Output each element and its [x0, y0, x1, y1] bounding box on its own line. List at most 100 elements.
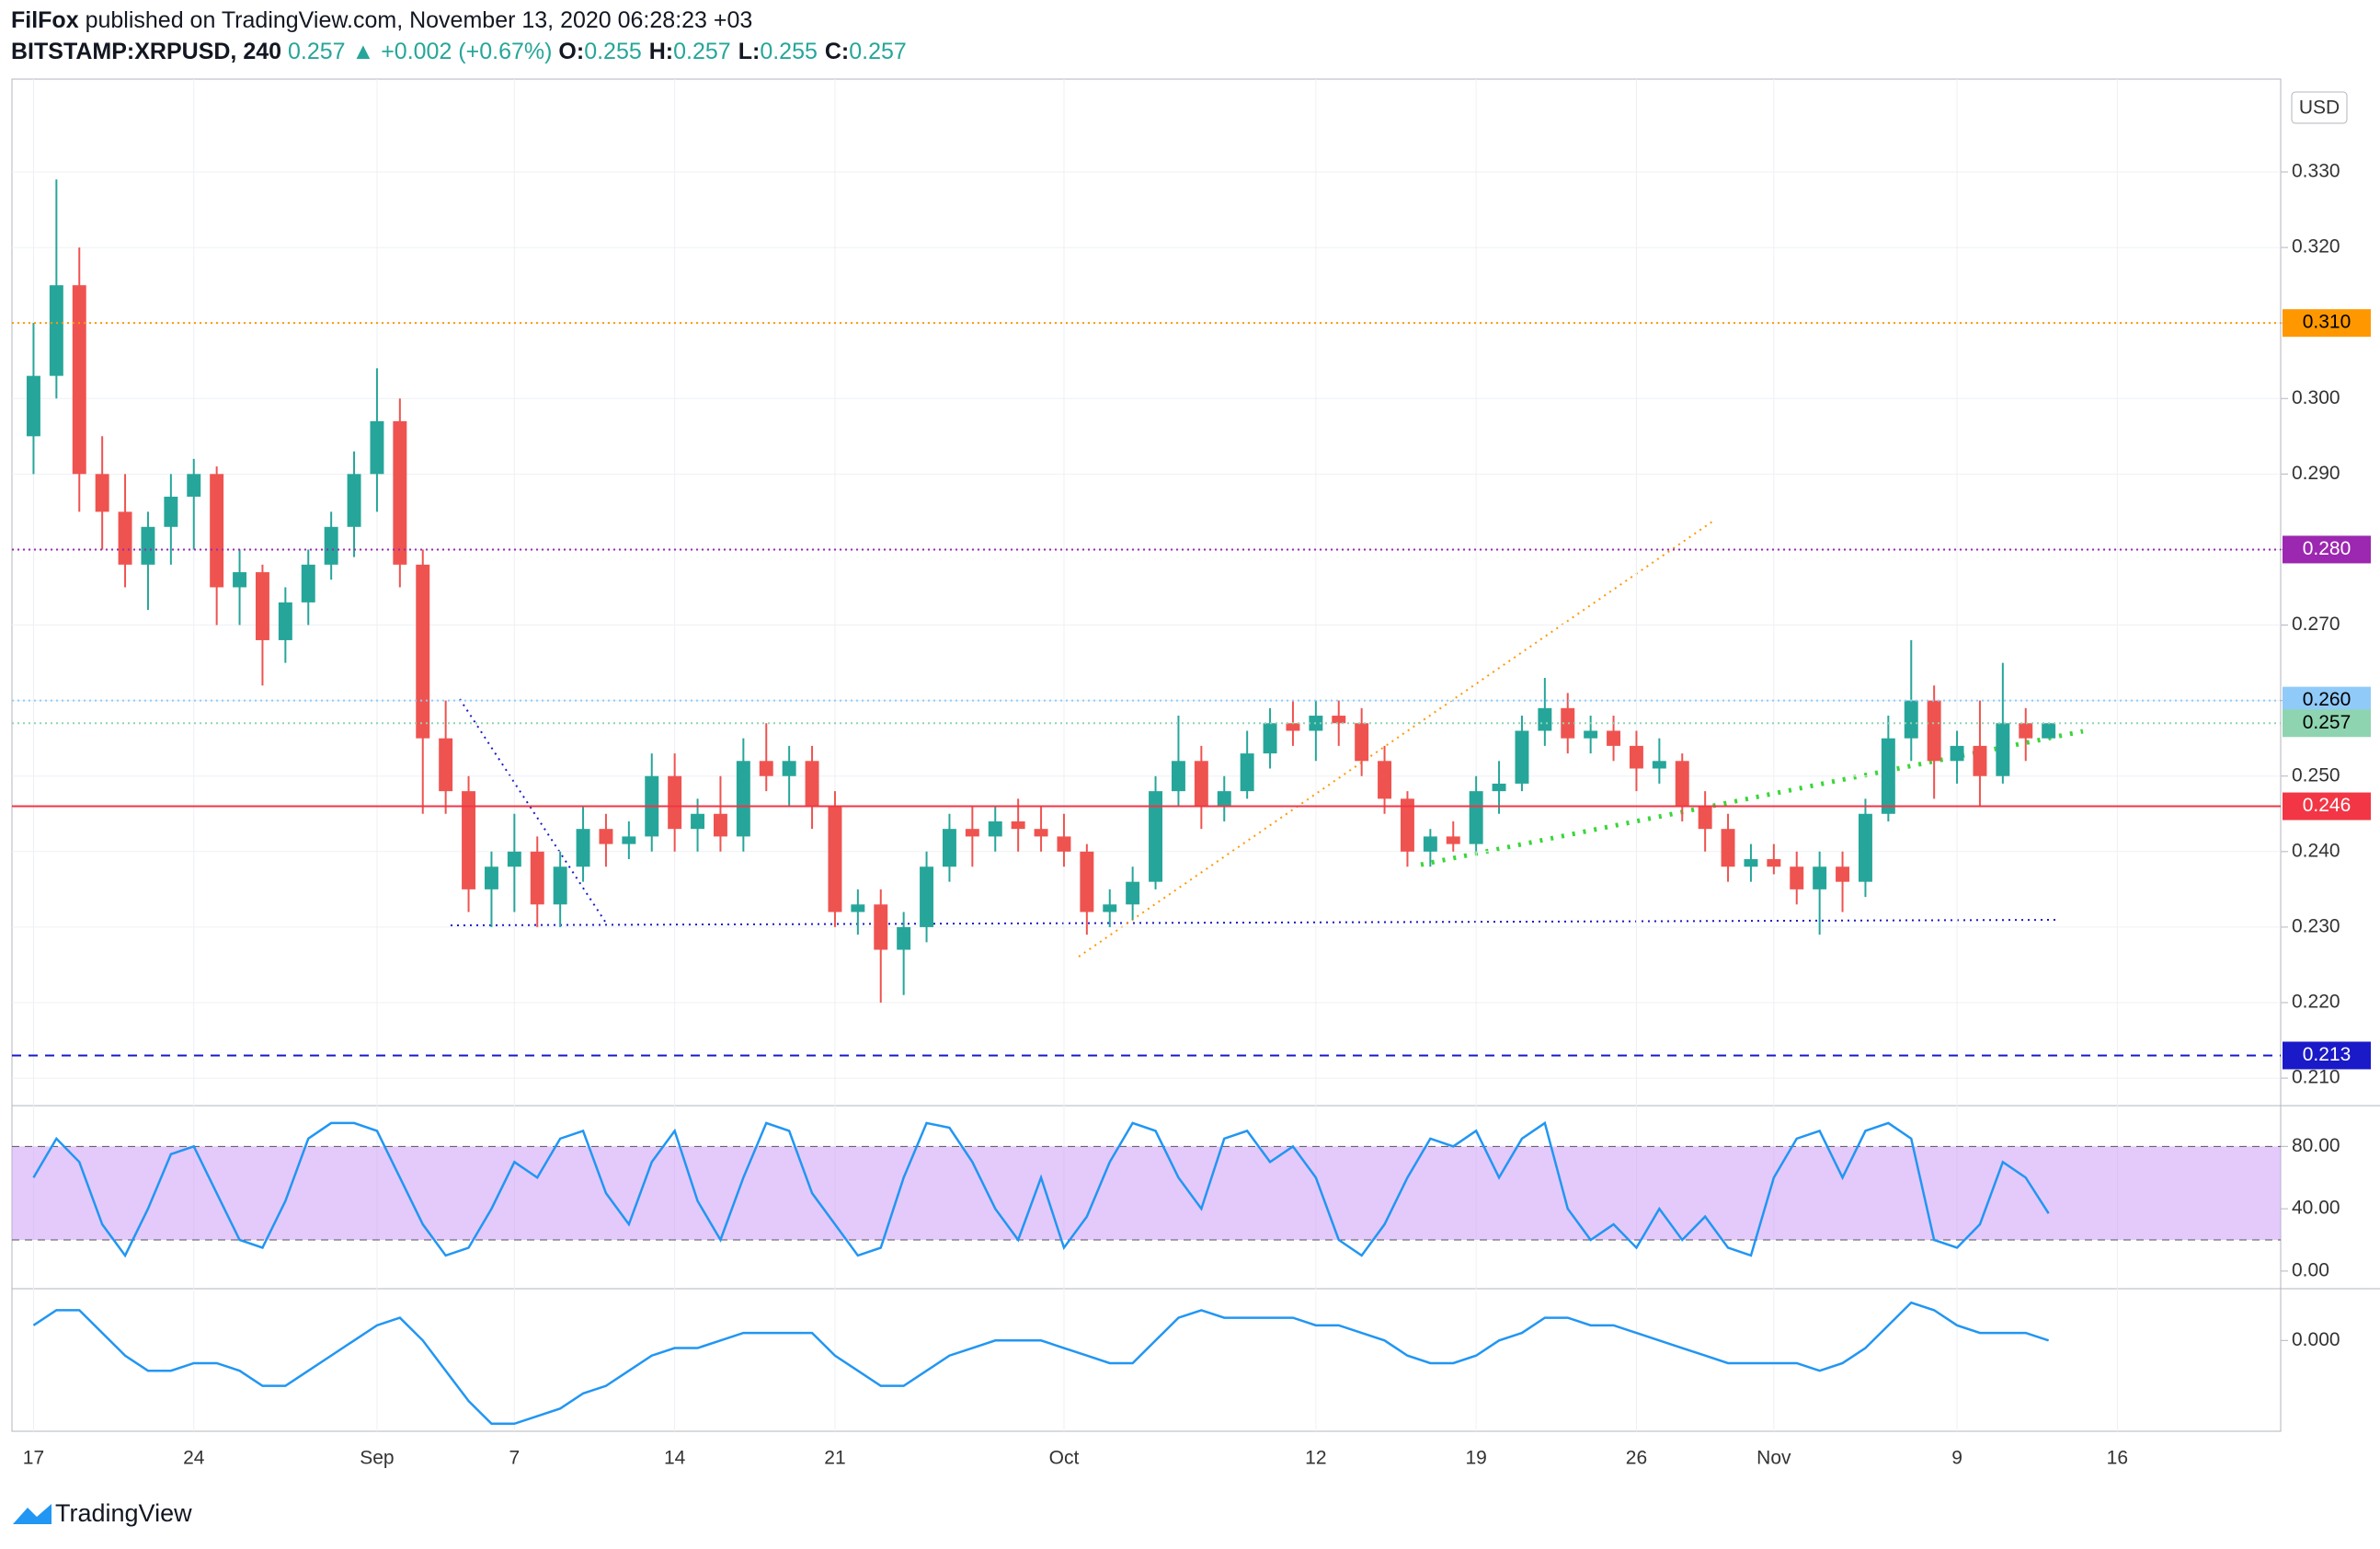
candle-body — [1996, 723, 2010, 776]
indicator-line — [32, 1301, 2050, 1426]
x-tick-label: 19 — [1465, 1448, 1486, 1469]
level-label-box — [2283, 1041, 2371, 1070]
candle-body — [164, 496, 178, 527]
candle-body — [233, 572, 247, 588]
y-tick-label: 0.290 — [2292, 463, 2340, 484]
y-tick-label: 0.000 — [2292, 1329, 2340, 1350]
candle-body — [920, 866, 934, 927]
currency: USD — [2299, 98, 2340, 119]
y-tick-label: 0.220 — [2292, 992, 2340, 1013]
candle-body — [553, 866, 567, 905]
candle-body — [828, 806, 842, 912]
x-tick-label: 9 — [1951, 1448, 1962, 1469]
candle-body — [1836, 866, 1850, 882]
candle-body — [301, 564, 315, 602]
level-label: 0.246 — [2303, 795, 2351, 816]
chart: USD 17 24 Sep 7 14 21 Oct 12 19 26 Nov 9 16 0.210 0.22… — [11, 78, 2380, 1469]
level-label-box — [2283, 792, 2371, 820]
header-line: FilFox published on TradingView.com, Nov… — [11, 7, 752, 34]
candle-body — [95, 474, 109, 512]
candle-body — [1790, 866, 1804, 889]
candle-body — [1652, 761, 1666, 769]
ohlc-value: 0.255 — [584, 39, 642, 64]
candle-body — [1721, 829, 1735, 867]
candle-body — [1469, 791, 1483, 844]
candle-body — [759, 761, 773, 776]
candle-body — [1858, 813, 1872, 882]
candle-body — [1103, 904, 1117, 912]
candle-body — [599, 829, 613, 844]
ohlc: O:0.255 H:0.257 L:0.255 C:0.257 — [558, 39, 913, 64]
level-label: 0.260 — [2303, 689, 2351, 710]
candle-body — [691, 813, 705, 830]
candle-body — [1950, 745, 1964, 762]
candle-body — [988, 820, 1002, 837]
candle-body — [1378, 761, 1392, 799]
candle-body — [1561, 707, 1575, 739]
candle-body — [1355, 723, 1369, 762]
ohlc-label: O: — [558, 39, 585, 64]
change: +0.002 (+0.67%) — [381, 39, 553, 64]
candle-body — [507, 851, 521, 867]
candle-body — [210, 474, 224, 588]
candle-body — [1034, 829, 1048, 837]
candle-body — [1698, 806, 1712, 830]
ohlc-label: C: — [824, 39, 850, 64]
candle-body — [439, 738, 453, 792]
y-tick-label: 0.210 — [2292, 1067, 2340, 1088]
candle-body — [713, 813, 727, 837]
candle-body — [278, 602, 292, 640]
candle-body — [1240, 753, 1254, 792]
candle-body — [1813, 866, 1827, 889]
candle-body — [187, 474, 201, 497]
candle-body — [1881, 738, 1895, 814]
level-label: 0.280 — [2303, 538, 2351, 559]
ohlc-value: 0.255 — [760, 39, 818, 64]
candle-body — [1263, 723, 1277, 754]
level-label-box — [2283, 309, 2371, 338]
candle-body — [1286, 723, 1300, 731]
candle-body — [49, 285, 63, 376]
level-label: 0.257 — [2303, 712, 2351, 733]
published: published on TradingView.com, November 1… — [85, 7, 753, 33]
y-tick-label: 0.330 — [2292, 161, 2340, 182]
candle-body — [805, 761, 819, 807]
ohlc-value: 0.257 — [849, 39, 907, 64]
candle-body — [255, 572, 269, 640]
candle-body — [1011, 820, 1025, 830]
x-tick-label: 24 — [183, 1448, 205, 1469]
publisher: FilFox — [11, 7, 79, 33]
candle-body — [1607, 730, 1621, 746]
candle-body — [1927, 700, 1941, 762]
candle-body — [736, 761, 750, 837]
x-tick-label: Sep — [360, 1448, 394, 1469]
candle-body — [1423, 836, 1437, 852]
candle-body — [2019, 723, 2033, 739]
candle-body — [462, 791, 476, 889]
candle-body — [1904, 700, 1918, 739]
candle-body — [1629, 745, 1643, 769]
candle-body — [897, 926, 911, 950]
candle-body — [530, 851, 544, 905]
candle-body — [1057, 836, 1071, 852]
candle-body — [1767, 859, 1781, 867]
indicator-line — [32, 1120, 2050, 1258]
level-label: 0.213 — [2303, 1044, 2351, 1065]
candle-body — [72, 285, 86, 475]
candle-body — [1171, 761, 1185, 792]
brand: TradingView — [55, 1499, 192, 1527]
ohlc-value: 0.257 — [673, 39, 731, 64]
x-tick-label: 12 — [1305, 1448, 1326, 1469]
candle-body — [141, 526, 155, 565]
candle-body — [622, 836, 636, 844]
candle-body — [416, 564, 430, 739]
y-tick-label: 0.230 — [2292, 915, 2340, 936]
x-tick-label: 17 — [23, 1448, 44, 1469]
ohlc-label: L: — [738, 39, 761, 64]
candle-body — [576, 829, 590, 867]
header-line: BITSTAMP:XRPUSD, 240 0.257 ▲ +0.002 (+0.… — [11, 39, 914, 65]
candle-body — [851, 904, 865, 912]
candle-body — [1675, 761, 1689, 807]
candle-body — [1149, 791, 1163, 882]
